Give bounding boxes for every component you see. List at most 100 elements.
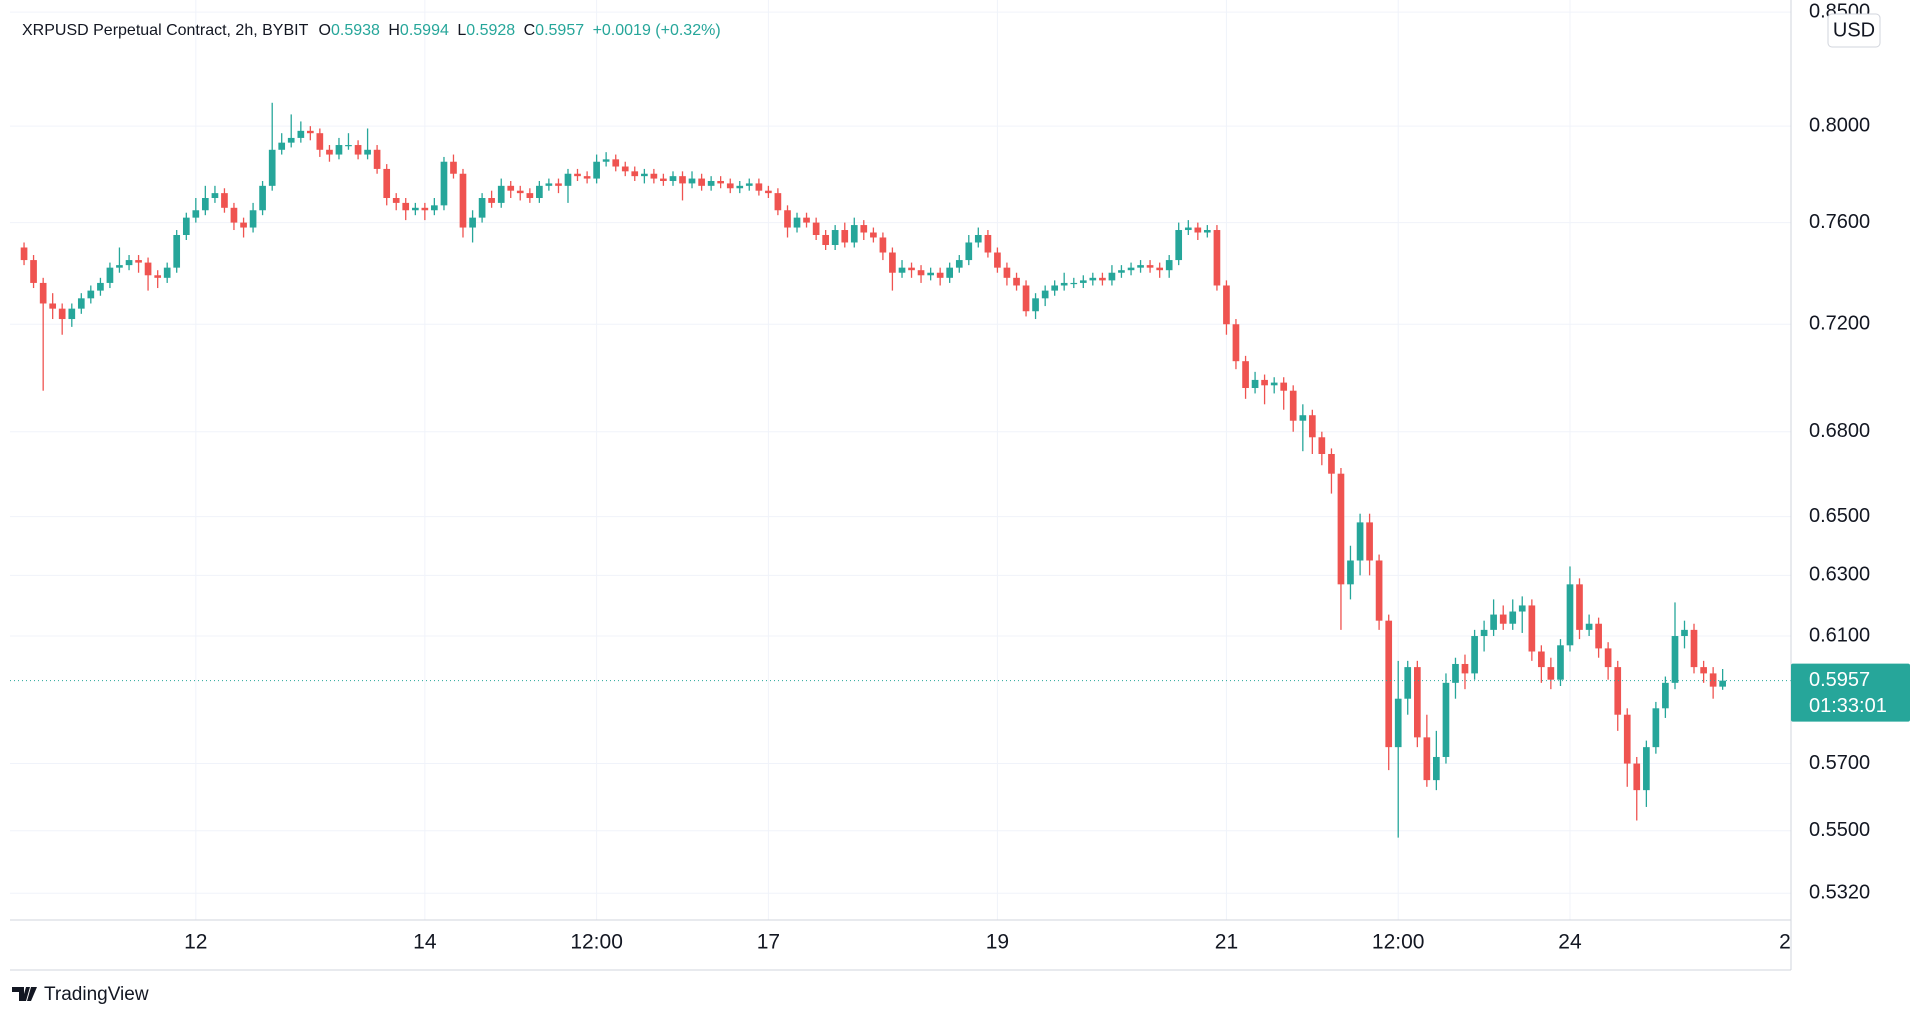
y-tick-label: 0.8000 (1809, 114, 1870, 136)
candle-body (287, 137, 295, 143)
candle-body (516, 190, 524, 194)
candle-body (373, 149, 381, 169)
candle-body (1337, 473, 1345, 585)
candle-body (1719, 680, 1726, 687)
candle-body (192, 210, 200, 218)
candle-body (20, 247, 28, 261)
candle-body (1614, 667, 1622, 715)
candle-body (1652, 708, 1660, 748)
candle-body (182, 217, 190, 235)
candle-body (602, 159, 610, 162)
candle-body (860, 225, 868, 233)
candle-body (1643, 747, 1650, 791)
candle-body (1423, 737, 1431, 781)
candle-body (1118, 270, 1125, 273)
candle-body (144, 262, 152, 276)
candle-body (726, 183, 734, 189)
candle-body (392, 198, 400, 203)
candle-body (1175, 230, 1183, 261)
candle-body (1518, 605, 1526, 612)
candle-body (1681, 629, 1688, 637)
candle-body (488, 198, 495, 203)
candle-body (354, 145, 362, 155)
candle-body (745, 183, 753, 186)
logo: TradingView (12, 984, 149, 1005)
candle-body (631, 171, 639, 177)
candle-body (1289, 390, 1297, 421)
currency-badge[interactable] (1827, 13, 1881, 48)
candle-body (297, 130, 305, 138)
candle-body (1299, 415, 1307, 421)
candle-body (1089, 277, 1097, 281)
candle-body (1576, 584, 1583, 630)
candle-body (1375, 560, 1383, 621)
candle-body (154, 275, 162, 278)
candle-body (1499, 614, 1507, 624)
candle-body (784, 210, 791, 228)
candle-body (1013, 277, 1020, 286)
candle-body (1433, 756, 1440, 781)
candle-body (1070, 282, 1078, 285)
candle-body (221, 193, 228, 208)
candle-body (574, 173, 581, 177)
candle-body (1623, 714, 1631, 764)
candle-body (984, 234, 992, 253)
candle-body (173, 234, 181, 268)
candle-body (1194, 227, 1202, 233)
candle-body (1671, 636, 1679, 683)
candle-body (1328, 453, 1335, 474)
logo-icon (12, 987, 37, 1001)
candle-body (707, 180, 715, 186)
candle-body (1557, 645, 1564, 680)
candle-body (1156, 267, 1164, 271)
candle-body (803, 217, 810, 223)
candle-body (135, 260, 142, 263)
candle-body (755, 183, 763, 191)
candle-body (1528, 605, 1536, 652)
candle-body (1242, 361, 1249, 389)
candle-body (898, 267, 906, 273)
candle-body (240, 222, 247, 228)
candle-body (526, 193, 534, 199)
candle-body (450, 161, 457, 174)
candle-body (1261, 379, 1268, 386)
x-tick-label: 12:00 (570, 931, 623, 954)
candle-body (1127, 267, 1135, 271)
candle-body (1137, 265, 1144, 268)
countdown: 01:33:01 (1809, 695, 1887, 717)
candle-body (326, 149, 333, 155)
candle-body (249, 210, 257, 228)
candle-body (97, 282, 104, 291)
candle-body (278, 142, 286, 150)
candle-body (1184, 227, 1192, 231)
candle-body (831, 230, 839, 245)
candle-body (364, 149, 371, 155)
y-tick-label: 0.6300 (1809, 564, 1870, 586)
candle-body (1165, 260, 1173, 271)
y-tick-label: 0.6100 (1809, 624, 1870, 646)
x-tick-label: 14 (413, 931, 437, 954)
candle-body (850, 225, 858, 243)
candle-body (1251, 379, 1259, 389)
ohlc-label: H (388, 22, 400, 39)
candle-body (1442, 682, 1450, 757)
x-tick-label: 12 (184, 931, 207, 954)
candle-body (879, 237, 887, 253)
candle-body (679, 176, 686, 184)
x-tick-label: 24 (1558, 931, 1582, 954)
candle-body (459, 173, 467, 228)
candle-body (49, 303, 57, 309)
y-tick-label: 0.6800 (1809, 420, 1870, 442)
candle-body (383, 168, 391, 199)
candle-body (536, 185, 543, 199)
candle-body (793, 217, 801, 228)
candle-body (1366, 522, 1373, 561)
symbol: XRPUSD Perpetual Contract, 2h, BYBIT (22, 22, 309, 39)
y-tick-label: 0.7200 (1809, 313, 1870, 335)
candle-body (125, 260, 133, 266)
candle-body (1709, 673, 1717, 687)
candle-body (822, 234, 829, 245)
candle-body (889, 252, 896, 273)
y-tick-label: 0.5500 (1809, 819, 1870, 841)
